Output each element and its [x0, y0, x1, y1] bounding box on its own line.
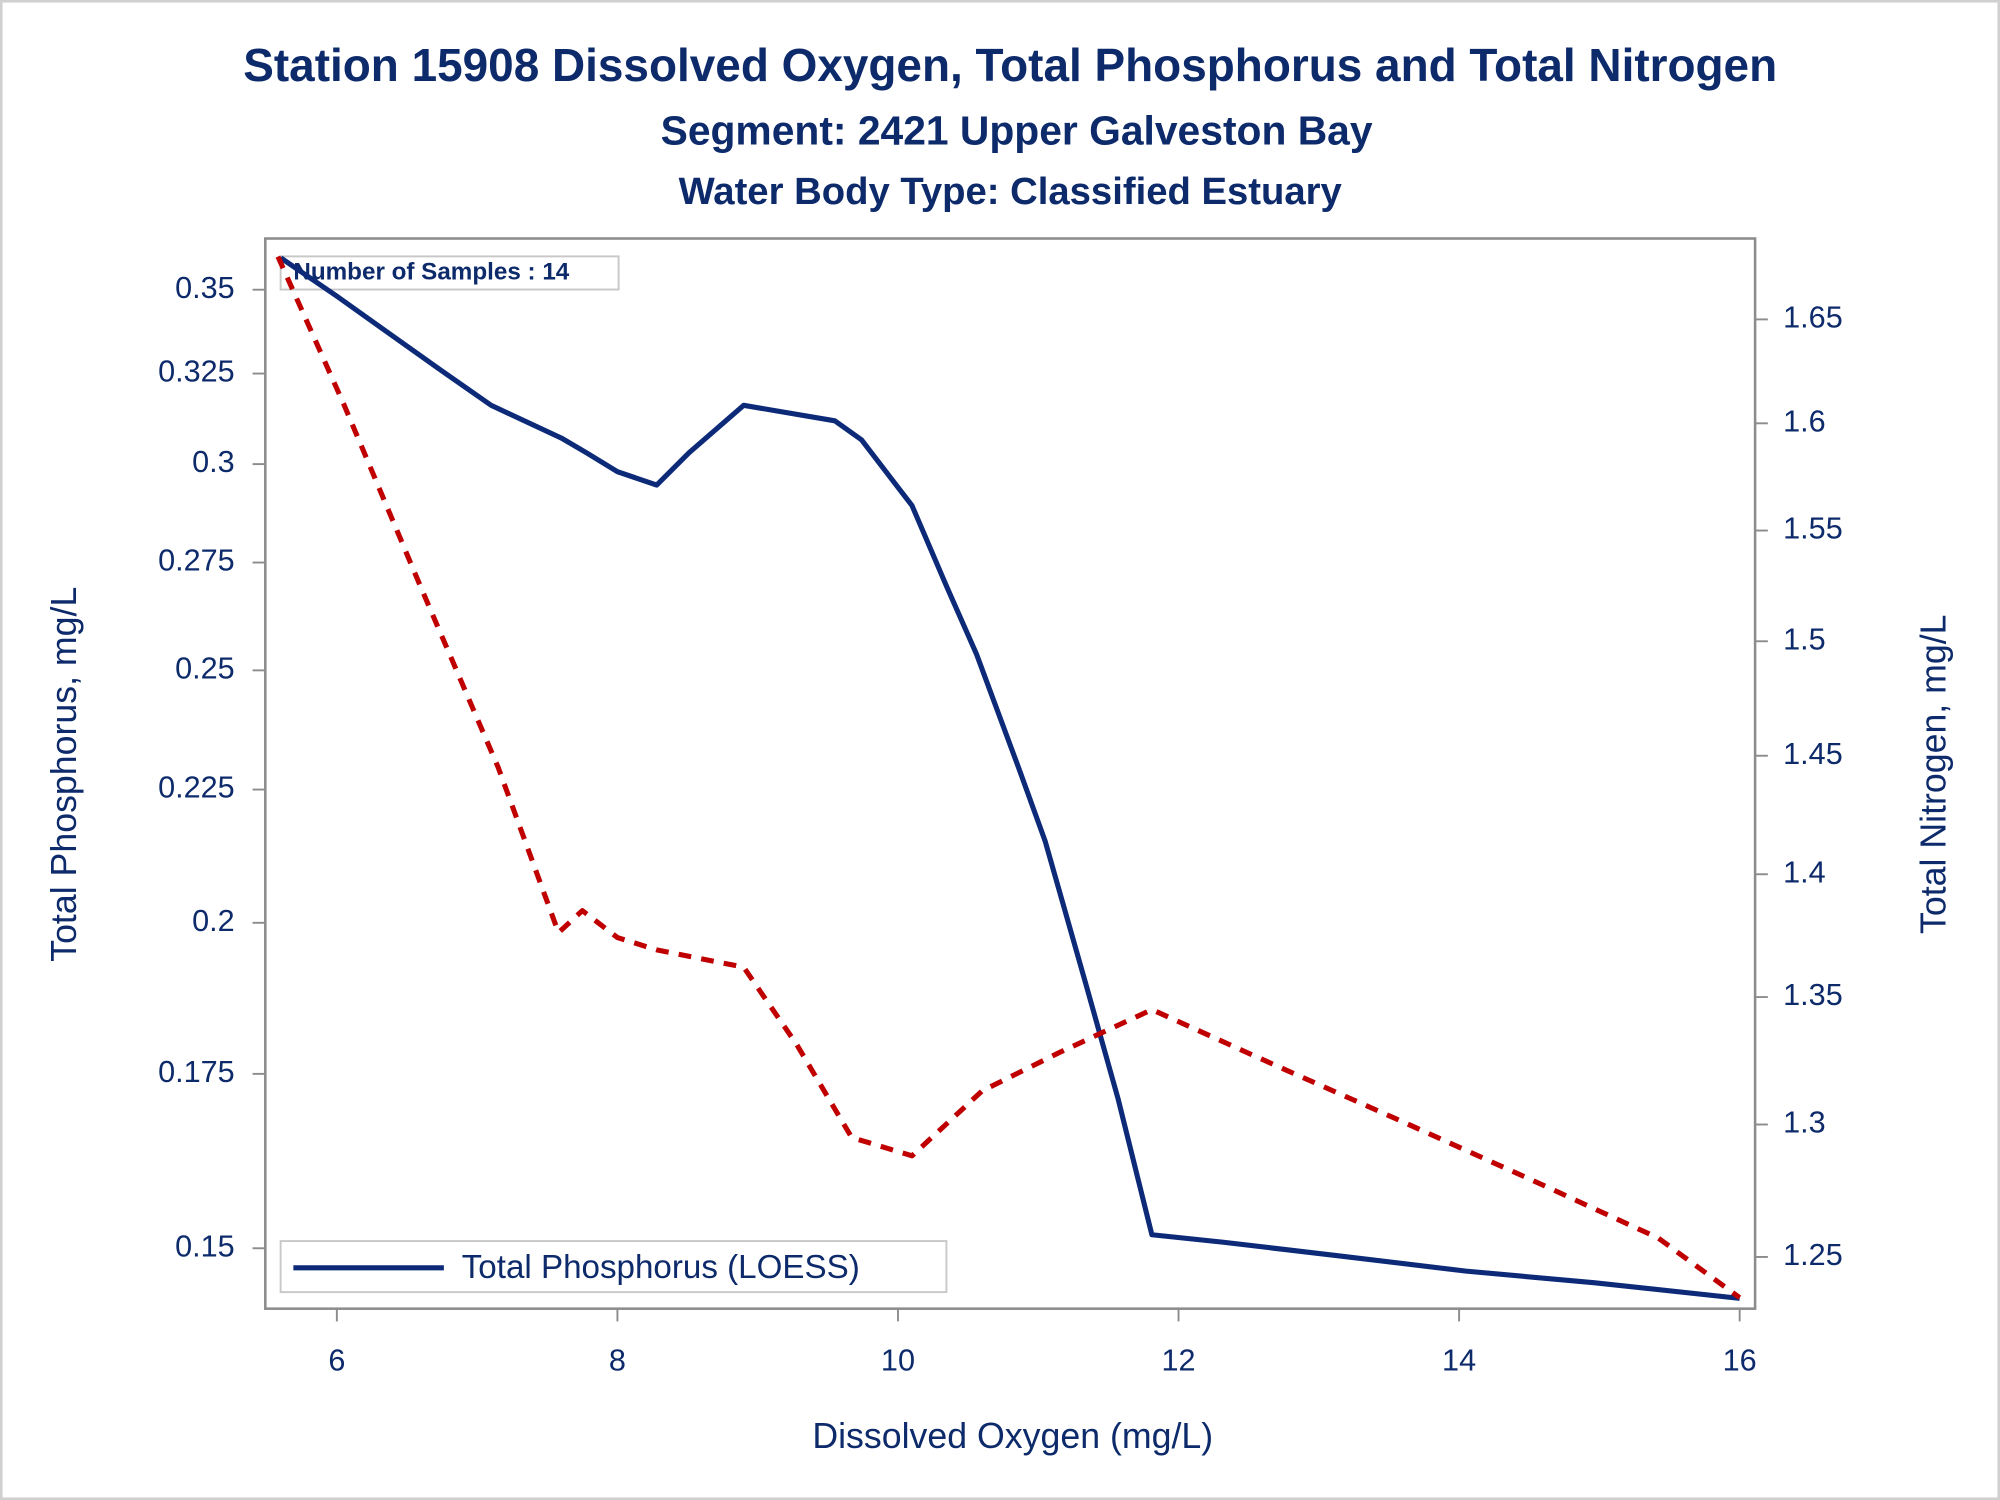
y-tick-label: 0.275	[158, 544, 235, 578]
x-tick-label: 8	[609, 1343, 626, 1377]
y2-tick-label: 1.45	[1783, 737, 1843, 771]
x-tick-label: 12	[1162, 1343, 1196, 1377]
chart-title: Station 15908 Dissolved Oxygen, Total Ph…	[243, 39, 1777, 91]
x-tick-label: 16	[1723, 1343, 1757, 1377]
x-tick-label: 10	[881, 1343, 915, 1377]
x-axis-label: Dissolved Oxygen (mg/L)	[812, 1416, 1213, 1456]
y2-tick-label: 1.25	[1783, 1238, 1843, 1272]
y2-tick-label: 1.65	[1783, 301, 1843, 335]
chart-subtitle: Water Body Type: Classified Estuary	[679, 170, 1343, 213]
y2-tick-label: 1.4	[1783, 855, 1826, 889]
annotation: Number of Samples : 14	[293, 258, 569, 285]
y-tick-label: 0.15	[175, 1229, 235, 1263]
y-tick-label: 0.175	[158, 1055, 235, 1089]
y-tick-label: 0.2	[192, 904, 235, 938]
y-tick-label: 0.3	[192, 445, 235, 479]
chart-subtitle: Segment: 2421 Upper Galveston Bay	[661, 108, 1373, 154]
data-line	[275, 255, 1742, 1300]
annotation-box	[279, 255, 620, 291]
y-tick-label: 0.225	[158, 771, 235, 805]
x-tick-label: 6	[328, 1343, 345, 1377]
y-tick-label: 0.325	[158, 355, 235, 389]
y2-tick-label: 1.5	[1783, 622, 1826, 656]
y2-tick-label: 1.6	[1783, 404, 1826, 438]
y2-tick-label: 1.35	[1783, 978, 1843, 1012]
y-axis-label: Total Phosphorus, mg/L	[44, 587, 84, 962]
y2-tick-label: 1.55	[1783, 512, 1843, 546]
y-tick-label: 0.35	[175, 271, 235, 305]
plot-frame	[264, 237, 1757, 1310]
legend-label: Total Phosphorus (LOESS)	[462, 1249, 860, 1286]
y-tick-label: 0.25	[175, 651, 235, 685]
y2-axis-label: Total Nitrogen, mg/L	[1914, 614, 1954, 934]
x-tick-label: 14	[1442, 1343, 1476, 1377]
data-line	[279, 255, 1740, 1301]
y2-tick-label: 1.3	[1783, 1106, 1826, 1140]
